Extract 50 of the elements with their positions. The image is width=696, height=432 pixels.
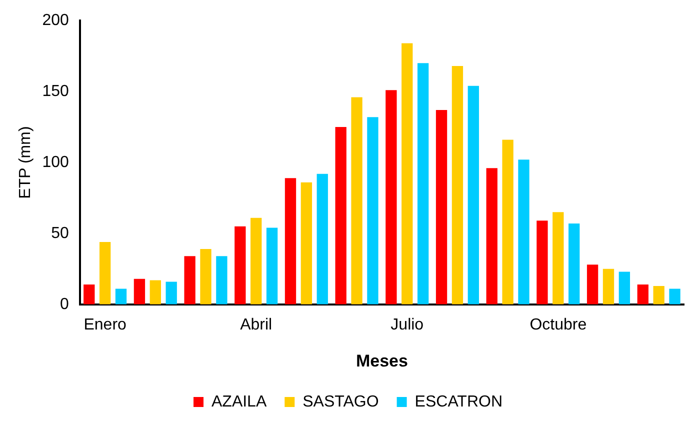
bar (99, 242, 111, 304)
bar (351, 97, 362, 304)
bar (552, 212, 564, 304)
bar (653, 286, 664, 304)
y-tick-label: 150 (42, 82, 69, 100)
bar (502, 140, 514, 304)
legend-label: ESCATRON (414, 393, 503, 410)
bar (518, 160, 530, 304)
bar (84, 284, 95, 304)
bar (468, 86, 479, 304)
y-axis-title: ETP (mm) (17, 126, 34, 199)
bar (367, 117, 378, 304)
legend-label: SASTAGO (302, 393, 379, 410)
bar (335, 127, 346, 304)
bar (386, 90, 397, 304)
bar (586, 264, 598, 304)
x-tick-label: Enero (84, 316, 127, 334)
bar (300, 182, 312, 304)
bar (250, 218, 262, 304)
bar (284, 178, 296, 304)
bar (266, 228, 278, 304)
bar (637, 284, 648, 304)
y-tick-label: 0 (60, 296, 69, 313)
x-axis-title: Meses (356, 351, 408, 370)
y-tick-label: 50 (51, 224, 69, 242)
x-tick-label: Abril (240, 316, 272, 334)
bar (150, 280, 161, 304)
bar (134, 278, 146, 304)
bar (184, 256, 196, 304)
bar (436, 110, 448, 304)
legend-label: AZAILA (211, 393, 267, 410)
bar (618, 272, 630, 304)
bar (216, 256, 228, 304)
bar (568, 224, 580, 304)
bar (166, 282, 177, 304)
bar (316, 174, 328, 304)
bar (200, 249, 212, 304)
bar (602, 268, 614, 304)
bar (452, 66, 464, 304)
x-tick-label: Julio (390, 316, 424, 334)
bar (417, 63, 429, 304)
bar (486, 168, 498, 304)
bar (234, 226, 246, 304)
bar (115, 288, 127, 304)
bar (669, 288, 680, 304)
x-tick-label: Octubre (530, 316, 587, 334)
bar (536, 220, 548, 304)
bar (402, 43, 413, 304)
y-tick-label: 100 (42, 154, 69, 171)
y-tick-label: 200 (42, 12, 69, 30)
